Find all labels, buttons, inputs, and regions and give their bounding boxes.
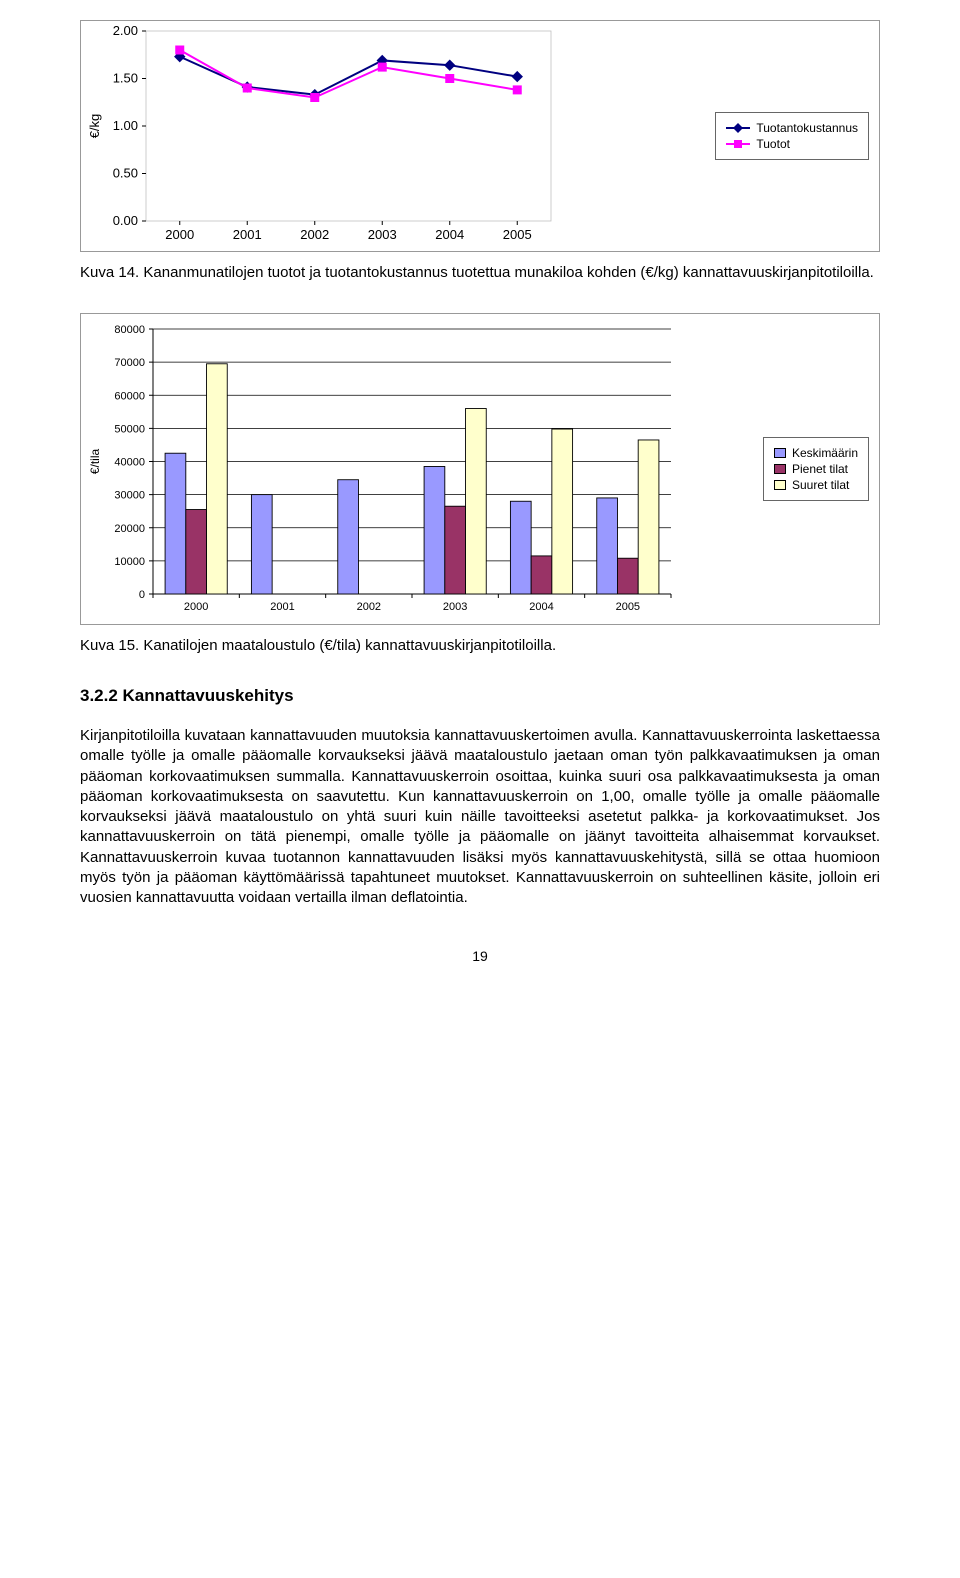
svg-text:0: 0 <box>139 589 145 601</box>
svg-text:2004: 2004 <box>435 227 464 242</box>
legend-item: Tuotantokustannus <box>726 121 858 135</box>
svg-text:50000: 50000 <box>114 423 145 435</box>
line-chart-legend: Tuotantokustannus Tuotot <box>715 112 869 160</box>
svg-text:2003: 2003 <box>368 227 397 242</box>
svg-text:30000: 30000 <box>114 490 145 502</box>
svg-text:2.00: 2.00 <box>113 23 138 38</box>
bar-chart-legend: Keskimäärin Pienet tilat Suuret tilat <box>763 437 869 501</box>
svg-text:2001: 2001 <box>270 601 294 613</box>
legend-item: Keskimäärin <box>774 446 858 460</box>
svg-text:0.00: 0.00 <box>113 213 138 228</box>
bar-chart-svg: 0 10000 20000 30000 40000 50000 60000 70000 8000… <box>81 314 681 624</box>
svg-text:1.50: 1.50 <box>113 71 138 86</box>
svg-text:10000: 10000 <box>114 556 145 568</box>
svg-text:60000: 60000 <box>114 390 145 402</box>
figure14-caption: Kuva 14. Kananmunatilojen tuotot ja tuot… <box>80 262 880 283</box>
page-number: 19 <box>80 948 880 964</box>
body-paragraph: Kirjanpitotiloilla kuvataan kannattavuud… <box>80 726 880 908</box>
figure15-caption: Kuva 15. Kanatilojen maataloustulo (€/ti… <box>80 635 880 656</box>
svg-text:1.00: 1.00 <box>113 118 138 133</box>
svg-text:2003: 2003 <box>443 601 467 613</box>
svg-text:€/kg: €/kg <box>87 114 102 139</box>
svg-text:2004: 2004 <box>529 601 553 613</box>
svg-text:2001: 2001 <box>233 227 262 242</box>
svg-text:2002: 2002 <box>357 601 381 613</box>
bar-chart-figure: 0 10000 20000 30000 40000 50000 60000 70000 8000… <box>80 313 880 625</box>
svg-text:€/tila: €/tila <box>88 449 102 475</box>
svg-text:2000: 2000 <box>184 601 208 613</box>
legend-item: Tuotot <box>726 137 858 151</box>
svg-text:80000: 80000 <box>114 324 145 336</box>
svg-text:2005: 2005 <box>503 227 532 242</box>
svg-text:2002: 2002 <box>300 227 329 242</box>
svg-text:40000: 40000 <box>114 457 145 469</box>
section-heading: 3.2.2 Kannattavuuskehitys <box>80 686 880 706</box>
svg-text:2000: 2000 <box>165 227 194 242</box>
legend-item: Suuret tilat <box>774 478 858 492</box>
svg-text:0.50: 0.50 <box>113 166 138 181</box>
svg-text:20000: 20000 <box>114 523 145 535</box>
svg-text:2005: 2005 <box>616 601 640 613</box>
line-chart-svg: 0.00 0.50 1.00 1.50 2.00 2000 2001 2002 2003 2004… <box>81 21 561 251</box>
legend-item: Pienet tilat <box>774 462 858 476</box>
line-chart-figure: 0.00 0.50 1.00 1.50 2.00 2000 2001 2002 2003 2004… <box>80 20 880 252</box>
svg-text:70000: 70000 <box>114 357 145 369</box>
